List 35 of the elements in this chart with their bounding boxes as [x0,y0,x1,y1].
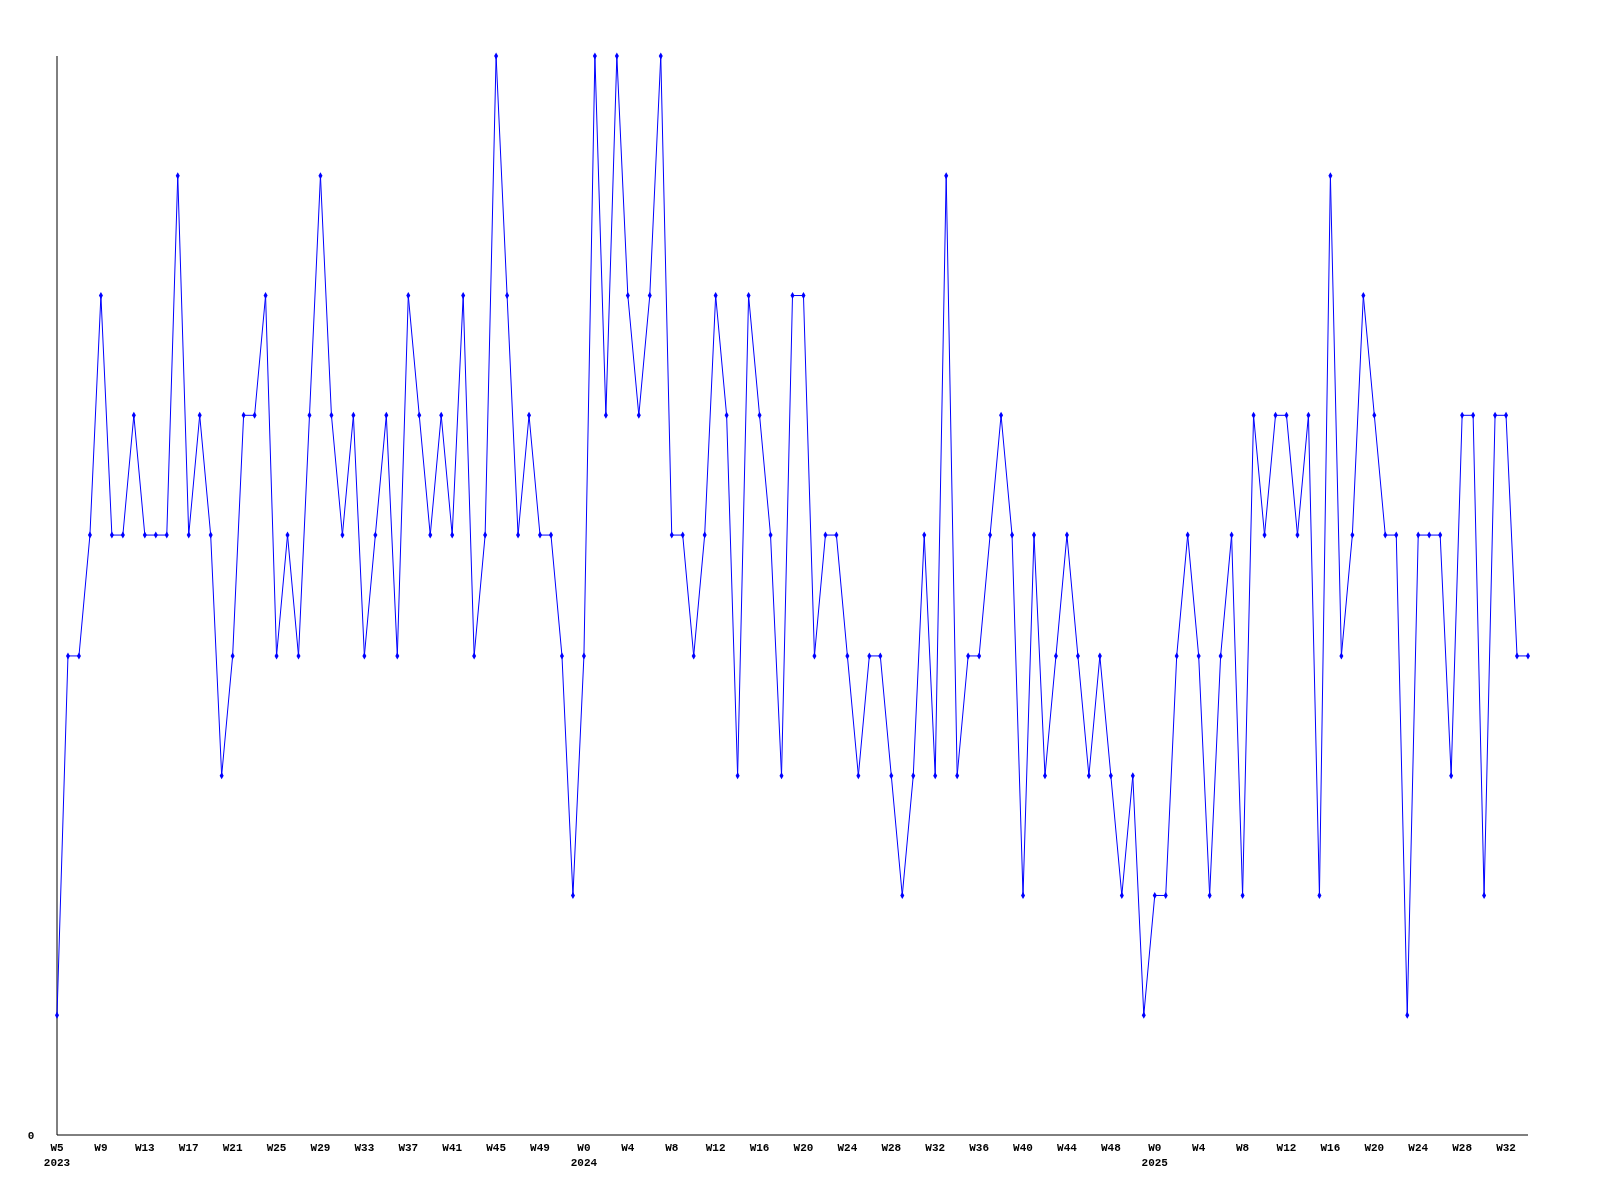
x-tick-label: W4 [621,1142,635,1154]
x-tick-label: W9 [94,1142,108,1154]
x-tick-label: W33 [354,1142,375,1154]
x-tick-label: W12 [705,1142,726,1154]
x-tick-label: W32 [1496,1142,1516,1154]
x-tick-label: W0 2025 [1141,1142,1169,1169]
x-tick-label: W16 [749,1142,770,1154]
x-tick-label: W32 [925,1142,946,1154]
x-tick-label: W13 [134,1142,156,1154]
x-tick-label: W8 [665,1142,679,1154]
x-tick-label: W5 2023 [43,1142,71,1169]
x-tick-label: W45 [486,1142,507,1154]
x-tick-label: W36 [969,1142,990,1154]
x-tick-label: W44 [1057,1142,1078,1154]
x-tick-label: W49 [530,1142,550,1154]
x-tick-label: W37 [398,1142,419,1154]
x-tick-label: W25 [266,1142,287,1154]
x-tick-label: W8 [1235,1142,1250,1154]
x-tick-label: W28 [1452,1142,1473,1154]
x-tick-label: W41 [442,1142,463,1154]
x-tick-label: W4 [1192,1142,1206,1154]
text: 0 [27,1130,35,1142]
x-tick-label: W21 [222,1142,243,1154]
x-tick-label: W0 2024 [570,1142,598,1169]
x-tick-label: W29 [310,1142,331,1154]
x-tick-label: W17 [178,1142,199,1154]
x-tick-label: W24 [837,1142,858,1154]
x-tick-label: W24 [1408,1142,1429,1154]
x-tick-label: W20 [1364,1142,1385,1154]
x-tick-label: W28 [881,1142,902,1154]
x-tick-label: W48 [1100,1142,1122,1154]
x-tick-label: W20 [793,1142,814,1154]
x-tick-label: W12 [1276,1142,1297,1154]
x-tick-label: W40 [1013,1142,1033,1154]
x-tick-label: W16 [1320,1142,1341,1154]
